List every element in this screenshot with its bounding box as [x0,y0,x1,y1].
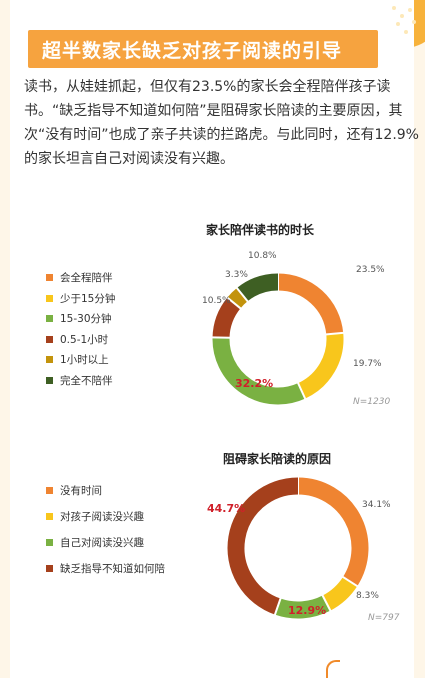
legend-swatch [46,335,53,343]
decorative-footer-mark [326,660,340,678]
donut-slice-2-1 [297,477,369,587]
decorative-dot [400,14,404,18]
legend-item: 少于15分钟 [46,291,115,306]
decorative-dot [396,22,400,26]
slice-separator [235,286,249,303]
legend-item: 15-30分钟 [46,311,112,326]
article-card: 超半数家长缺乏对孩子阅读的引导 读书，从娃娃抓起，但仅有23.5%的家长会全程陪… [10,0,419,678]
legend-label: 15-30分钟 [60,313,112,325]
donut-slice-1-4 [212,297,241,339]
page-title: 超半数家长缺乏对孩子阅读的引导 [42,40,343,62]
donut-slice-2-2 [322,576,358,611]
legend-label: 缺乏指导不知道如何陪 [60,563,165,575]
legend-label: 0.5-1小时 [60,333,109,346]
donut-slice-2-3 [274,595,331,619]
data-label-1-2: 19.7% [353,359,382,369]
legend-item: 自己对阅读没兴趣 [46,535,144,550]
legend-swatch [46,539,53,546]
slice-separator [225,296,242,310]
donut-slice-1-6 [236,273,279,302]
legend-label: 少于15分钟 [60,292,116,305]
legend-swatch [46,315,53,322]
legend-swatch [46,487,53,494]
legend-item: 对孩子阅读没兴趣 [46,509,144,524]
donut-slice-1-3 [212,337,306,405]
sample-size-note: N=1230 [353,397,390,407]
title-banner: 超半数家长缺乏对孩子阅读的引导 [28,30,378,68]
decorative-dot [404,30,408,34]
data-label-2-4: 44.7% [207,502,245,515]
legend-item: 没有时间 [46,483,102,498]
legend-swatch [46,294,53,302]
legend-swatch [46,356,53,363]
slice-separator [273,597,282,616]
legend-label: 没有时间 [60,485,102,497]
data-label-2-3: 12.9% [288,604,326,617]
legend-item: 1小时以上 [46,352,109,367]
slice-separator [325,331,345,336]
legend-label: 对孩子阅读没兴趣 [60,511,144,523]
data-label-1-5: 3.3% [225,270,248,280]
donut-slice-2-4 [227,477,299,615]
legend-item: 会全程陪伴 [46,270,113,285]
legend-item: 0.5-1小时 [46,332,108,347]
sample-size-note: N=797 [368,613,400,623]
donut-slice-1-2 [297,332,344,399]
legend-label: 会全程陪伴 [60,272,113,284]
slice-separator [296,381,307,400]
legend-label: 自己对阅读没兴趣 [60,537,144,549]
legend-label: 1小时以上 [60,354,109,366]
legend-swatch [46,376,53,384]
legend-swatch [46,274,53,281]
decorative-dot [408,8,412,12]
decorative-dot [412,20,416,24]
legend-swatch [46,565,53,572]
intro-paragraph: 读书，从娃娃抓起，但仅有23.5%的家长会全程陪伴孩子读书。“缺乏指导不知道如何… [24,79,419,167]
legend-label: 完全不陪伴 [60,374,113,387]
slice-separator [321,594,332,612]
legend-item: 缺乏指导不知道如何陪 [46,561,165,576]
donut-charts: 23.5% 19.7% 32.2% 10.5% 3.3%10.8% N=1230 34.1%… [202,251,400,623]
data-label-1-3: 32.2% [235,377,273,390]
data-label-1-1: 23.5% [356,265,385,275]
data-label-2-2: 8.3% [356,591,379,601]
donut-slice-1-5 [227,288,248,309]
data-label-1-4: 10.5% [202,296,231,306]
chart-title-reasons: 阻碍家长陪读的原因 [223,452,332,466]
legend-item: 完全不陪伴 [46,373,113,388]
donut-slice-1-1 [277,273,344,335]
data-label-2-1: 34.1% [362,500,391,510]
decorative-dot [392,6,396,10]
chart-title-duration: 家长陪伴读书的时长 [206,223,315,237]
legend-swatch [46,513,53,520]
data-label-1-6: 10.8% [248,251,277,261]
slice-separator [341,575,359,588]
